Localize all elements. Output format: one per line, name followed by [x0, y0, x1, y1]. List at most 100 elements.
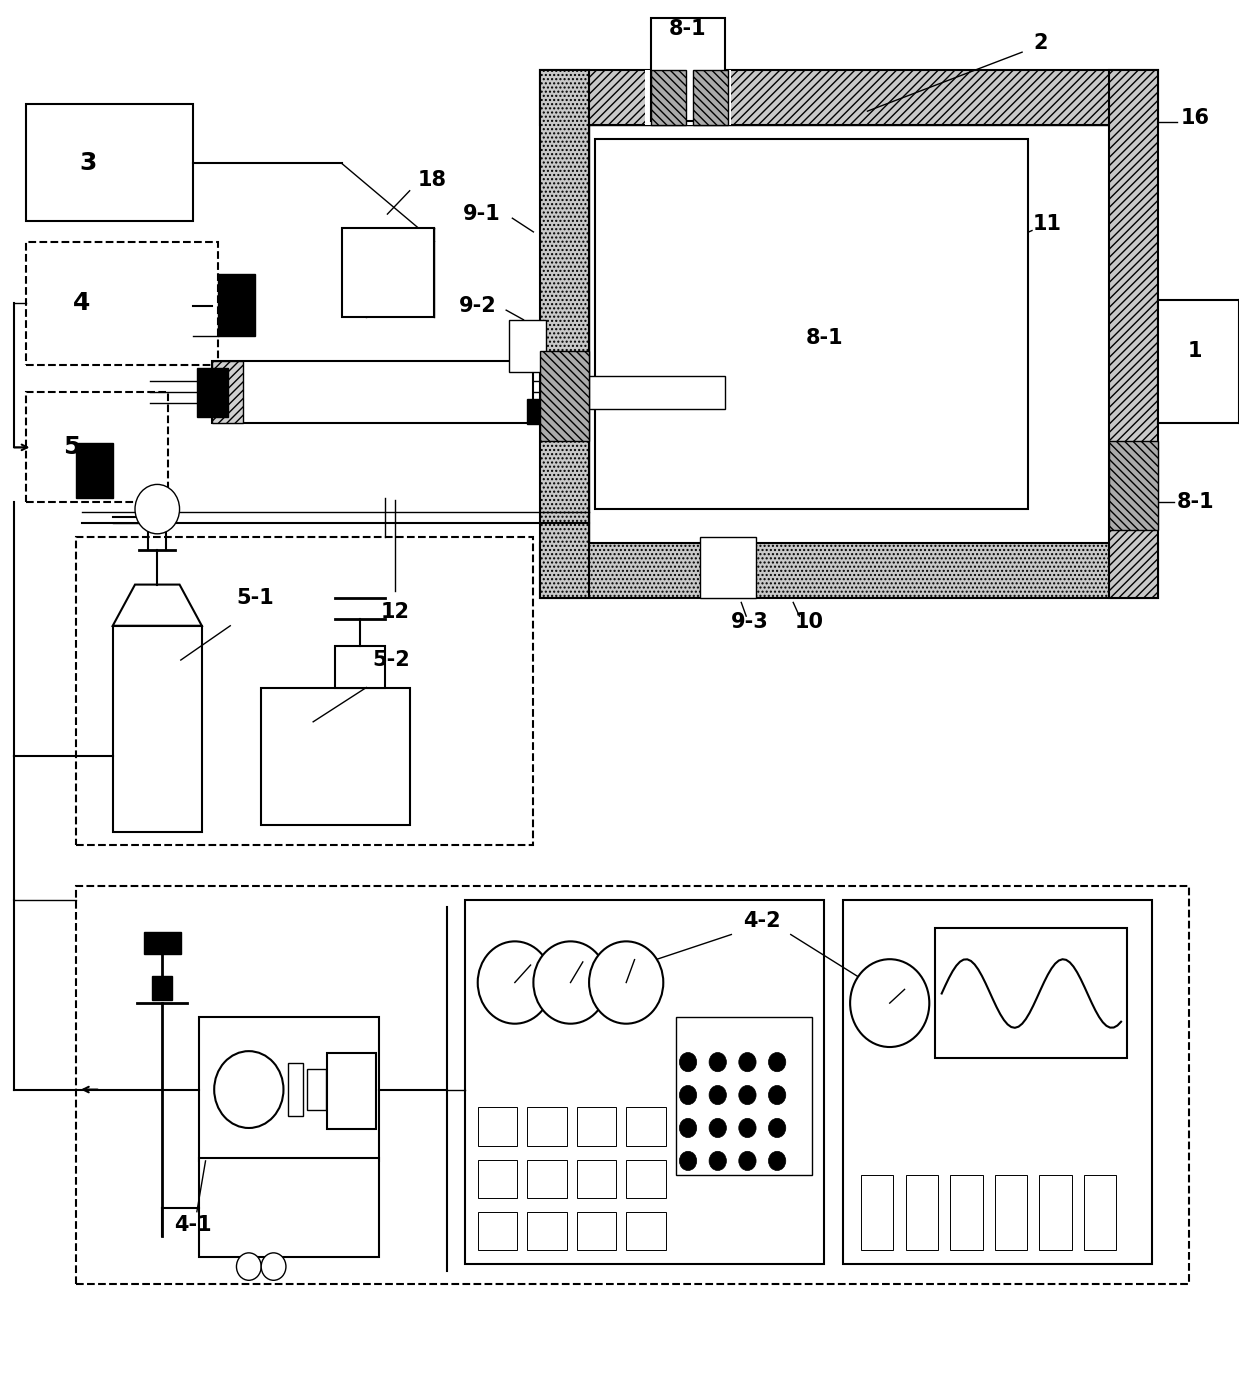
Text: 10: 10: [795, 612, 823, 631]
Bar: [26, 104, 193, 221]
Bar: [539, 70, 1158, 125]
Text: 9-1: 9-1: [463, 204, 500, 224]
Text: 4-1: 4-1: [175, 1216, 212, 1235]
Circle shape: [262, 1253, 286, 1280]
Bar: [527, 1211, 567, 1250]
Circle shape: [769, 1118, 786, 1137]
Bar: [218, 275, 255, 337]
Bar: [1109, 70, 1158, 598]
Bar: [589, 125, 1109, 543]
Bar: [527, 399, 549, 424]
Text: 5-1: 5-1: [236, 588, 274, 608]
Bar: [862, 1174, 894, 1250]
Text: 9-3: 9-3: [732, 612, 769, 631]
Bar: [626, 1159, 666, 1198]
Circle shape: [709, 1085, 727, 1104]
Bar: [905, 1174, 937, 1250]
Text: 8-1: 8-1: [1177, 492, 1214, 513]
Text: 4-2: 4-2: [744, 910, 781, 931]
Bar: [950, 1174, 982, 1250]
Bar: [477, 1107, 517, 1145]
Circle shape: [739, 1052, 756, 1071]
Bar: [626, 1107, 666, 1145]
Bar: [76, 536, 533, 846]
Bar: [843, 901, 1152, 1264]
Circle shape: [851, 960, 929, 1046]
Bar: [200, 1018, 378, 1160]
Circle shape: [680, 1052, 697, 1071]
Bar: [577, 1211, 616, 1250]
Bar: [200, 1158, 378, 1257]
Bar: [1084, 1174, 1116, 1250]
Text: 9-2: 9-2: [459, 296, 496, 316]
Bar: [539, 70, 589, 598]
Text: 5: 5: [63, 436, 81, 459]
Circle shape: [533, 942, 608, 1024]
Bar: [76, 443, 113, 498]
Circle shape: [709, 1052, 727, 1071]
Bar: [539, 351, 589, 440]
Bar: [76, 887, 1189, 1284]
Bar: [626, 1211, 666, 1250]
Bar: [153, 976, 172, 1001]
Circle shape: [739, 1085, 756, 1104]
Bar: [26, 242, 218, 364]
Text: 18: 18: [418, 169, 446, 190]
Polygon shape: [113, 584, 202, 626]
Bar: [693, 70, 728, 125]
Bar: [144, 932, 181, 954]
Circle shape: [215, 1050, 284, 1128]
Circle shape: [769, 1052, 786, 1071]
Circle shape: [709, 1118, 727, 1137]
Text: 2: 2: [1033, 33, 1048, 52]
Circle shape: [680, 1118, 697, 1137]
Bar: [26, 392, 169, 502]
Bar: [477, 1159, 517, 1198]
Circle shape: [709, 1151, 727, 1170]
Bar: [477, 1211, 517, 1250]
Text: 1: 1: [1188, 341, 1203, 362]
Text: 5-2: 5-2: [372, 650, 410, 670]
Text: 8-1: 8-1: [670, 19, 707, 38]
Bar: [342, 228, 434, 318]
Bar: [935, 928, 1127, 1057]
Bar: [589, 375, 725, 408]
Bar: [527, 1107, 567, 1145]
Bar: [1039, 1174, 1071, 1250]
Bar: [289, 1063, 304, 1115]
Circle shape: [135, 484, 180, 534]
Bar: [651, 18, 725, 121]
Bar: [308, 1068, 326, 1110]
Bar: [1158, 300, 1239, 424]
Bar: [327, 1052, 376, 1129]
Circle shape: [680, 1085, 697, 1104]
Bar: [539, 543, 1158, 598]
Bar: [212, 360, 243, 422]
Circle shape: [237, 1253, 262, 1280]
Bar: [651, 70, 686, 125]
Bar: [577, 1107, 616, 1145]
Bar: [701, 536, 756, 598]
Text: 12: 12: [381, 602, 409, 622]
Text: 4: 4: [73, 292, 91, 315]
Bar: [1109, 440, 1158, 529]
Circle shape: [739, 1118, 756, 1137]
Bar: [527, 1159, 567, 1198]
Bar: [994, 1174, 1027, 1250]
Text: 8-1: 8-1: [805, 327, 843, 348]
Bar: [465, 901, 825, 1264]
Circle shape: [769, 1151, 786, 1170]
Bar: [595, 139, 1028, 509]
Circle shape: [477, 942, 552, 1024]
Bar: [645, 70, 732, 125]
Bar: [676, 1018, 812, 1174]
Circle shape: [589, 942, 663, 1024]
Text: 3: 3: [79, 151, 97, 175]
Bar: [336, 646, 384, 688]
Bar: [508, 320, 546, 371]
Circle shape: [769, 1085, 786, 1104]
Circle shape: [739, 1151, 756, 1170]
Circle shape: [680, 1151, 697, 1170]
Bar: [197, 367, 228, 417]
Bar: [212, 360, 533, 422]
